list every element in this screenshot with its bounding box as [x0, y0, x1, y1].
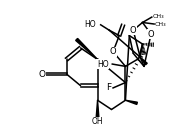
Text: F: F — [106, 83, 111, 92]
Text: CH₃: CH₃ — [155, 21, 166, 27]
Polygon shape — [96, 100, 99, 118]
Polygon shape — [140, 57, 147, 65]
Polygon shape — [76, 38, 98, 59]
Text: O: O — [110, 47, 116, 56]
Text: HO: HO — [97, 60, 108, 69]
Text: OH: OH — [92, 117, 103, 126]
Text: HO: HO — [84, 20, 96, 29]
Text: CH₃: CH₃ — [153, 14, 164, 19]
Text: O: O — [38, 70, 45, 79]
Text: O: O — [130, 26, 137, 35]
Text: O: O — [148, 30, 154, 38]
Polygon shape — [125, 100, 137, 104]
